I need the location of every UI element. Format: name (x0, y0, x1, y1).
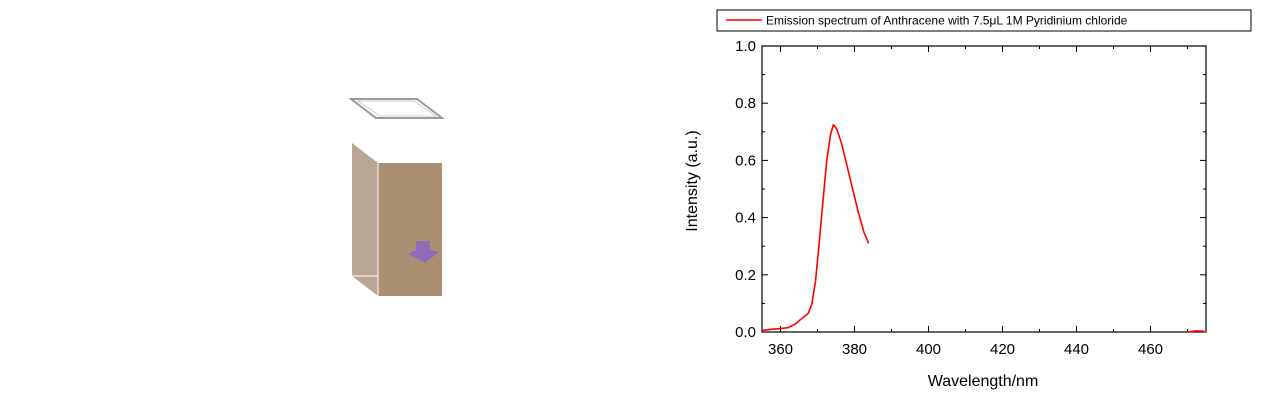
y-tick-label: 0.2 (735, 267, 756, 284)
x-tick-label: 360 (768, 341, 793, 358)
x-tick-label: 380 (842, 341, 867, 358)
legend-box (716, 9, 1252, 32)
plot-frame (761, 45, 1207, 333)
legend: Emission spectrum of Anthracene with 7.5… (716, 9, 1252, 32)
x-tick-label: 440 (1064, 341, 1089, 358)
light-arrow-icon (408, 241, 439, 263)
cuvette-side-face (352, 143, 378, 296)
y-tick-label: 0.0 (735, 324, 756, 341)
series-layer (761, 123, 1207, 333)
cuvette-illustration (348, 98, 445, 296)
x-tick-label: 400 (916, 341, 941, 358)
x-tick-label: 460 (1138, 341, 1163, 358)
y-tick-label: 0.4 (735, 210, 756, 227)
x-axis-title: Wavelength/nm (928, 373, 1039, 390)
x-tick-label: 420 (990, 341, 1015, 358)
cuvette-lid (348, 98, 445, 119)
y-axis-title: Intensity (a.u.) (684, 130, 701, 231)
axes: 360 380 400 420 440 460 0.0 0.2 0.4 0.6 0.8 1.0 (735, 38, 1207, 358)
y-tick-label: 1.0 (735, 38, 756, 55)
lid-outline (348, 98, 445, 119)
series-line (1187, 330, 1207, 333)
legend-label: Emission spectrum of Anthracene with 7.5… (766, 14, 1128, 28)
lid-inner-outline (356, 100, 438, 117)
series-line (761, 123, 870, 332)
y-tick-label: 0.8 (735, 95, 756, 112)
cuvette-front-face (378, 163, 442, 296)
y-tick-label: 0.6 (735, 152, 756, 169)
